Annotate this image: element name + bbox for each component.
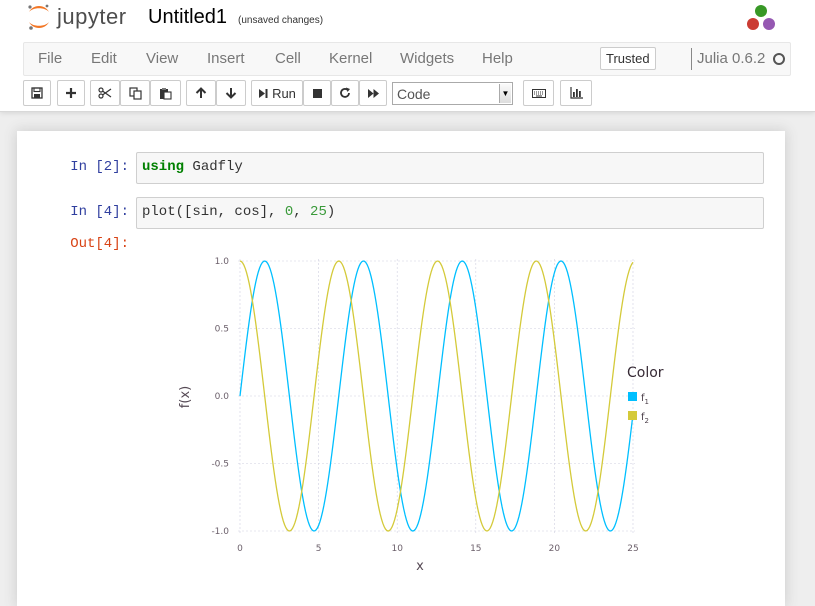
y-tick-label: 0.0 (215, 392, 230, 402)
run-button[interactable]: Run (251, 80, 303, 106)
legend-title: Color (627, 365, 664, 381)
notebook-container: In [2]: using Gadfly In [4]: plot([sin, … (17, 131, 785, 606)
x-tick-label: 5 (316, 544, 322, 554)
x-tick-label: 15 (470, 544, 481, 554)
code-text: , (293, 204, 311, 220)
code-text: plot([sin, cos], (142, 204, 285, 220)
insert-cell-button[interactable] (57, 80, 85, 106)
restart-button[interactable] (331, 80, 359, 106)
gadfly-plot: 0 5 10 15 20 25 1.0 0.5 0.0 -0.5 -1.0 x f(x) Color… (178, 257, 664, 574)
kernel-divider (691, 48, 692, 70)
fast-forward-icon (367, 88, 379, 98)
y-tick-label: 0.5 (215, 325, 229, 335)
trusted-badge[interactable]: Trusted (600, 47, 656, 70)
move-up-button[interactable] (186, 80, 216, 106)
plot-grid (238, 259, 635, 533)
copy-button[interactable] (120, 80, 150, 106)
cell-1-prompt: In [2]: (70, 159, 129, 175)
menu-kernel[interactable]: Kernel (329, 50, 373, 67)
plus-icon (66, 88, 76, 98)
arrow-down-icon (225, 88, 237, 99)
save-icon (31, 87, 43, 99)
legend: Color f1 f2 (627, 365, 664, 425)
julia-kernel-logo (747, 5, 775, 30)
y-axis-label: f(x) (178, 386, 193, 408)
y-tick-label: -1.0 (211, 527, 229, 537)
refresh-icon (340, 87, 350, 98)
menu-file[interactable]: File (38, 50, 63, 67)
cell-1-input[interactable]: using Gadfly (136, 152, 764, 184)
save-button[interactable] (23, 80, 51, 106)
menu-cell[interactable]: Cell (275, 50, 301, 67)
legend-swatch-f1 (628, 392, 637, 401)
stop-icon (312, 88, 322, 98)
move-down-button[interactable] (216, 80, 246, 106)
code-keyword: using (142, 159, 185, 175)
x-tick-label: 25 (627, 544, 638, 554)
menubar: File Edit View Insert Cell Kernel Widget… (23, 42, 791, 76)
y-tick-label: -0.5 (211, 460, 229, 470)
cell-2-prompt: In [4]: (70, 204, 129, 220)
keyboard-icon (531, 88, 546, 98)
chevron-down-icon: ▼ (499, 84, 511, 103)
cell-2-input[interactable]: plot([sin, cos], 0, 25) (136, 197, 764, 229)
command-palette-button[interactable] (523, 80, 554, 106)
code-number: 25 (310, 204, 327, 220)
cut-icon (98, 87, 112, 99)
interrupt-button[interactable] (303, 80, 331, 106)
kernel-idle-indicator (773, 53, 785, 65)
cut-button[interactable] (90, 80, 120, 106)
celltoolbar-button[interactable] (560, 80, 592, 106)
menu-widgets[interactable]: Widgets (400, 50, 455, 67)
copy-icon (128, 86, 142, 100)
cell-type-value: Code (397, 86, 431, 102)
restart-run-all-button[interactable] (359, 80, 387, 106)
series-line-f2 (239, 260, 634, 532)
notebook-header: jupyter Untitled1 (unsaved changes) File… (0, 0, 815, 112)
x-tick-label: 20 (549, 544, 561, 554)
step-forward-icon (259, 88, 268, 98)
kernel-name[interactable]: Julia 0.6.2 (697, 50, 766, 67)
arrow-up-icon (195, 87, 207, 98)
x-tick-label: 10 (391, 544, 403, 554)
jupyter-brand-text: jupyter (57, 4, 127, 29)
paste-button[interactable] (150, 80, 181, 106)
code-text: Gadfly (184, 159, 243, 175)
legend-label-f2: f2 (641, 412, 649, 425)
menu-help[interactable]: Help (482, 50, 513, 67)
bar-chart-icon (569, 87, 583, 99)
output-prompt: Out[4]: (70, 236, 129, 252)
plot-ticks: 0 5 10 15 20 25 1.0 0.5 0.0 -0.5 -1.0 (211, 257, 638, 554)
cell-type-select[interactable]: Code ▼ (392, 82, 513, 105)
series-line-f1 (239, 260, 634, 532)
x-tick-label: 0 (237, 544, 243, 554)
legend-swatch-f2 (628, 411, 637, 420)
plot-series (239, 260, 634, 532)
code-text: ) (326, 204, 336, 220)
y-tick-label: 1.0 (215, 257, 230, 267)
menu-insert[interactable]: Insert (207, 50, 245, 67)
menu-edit[interactable]: Edit (91, 50, 117, 67)
jupyter-logo[interactable] (27, 3, 51, 31)
paste-icon (160, 87, 172, 100)
notebook-title[interactable]: Untitled1 (148, 6, 227, 28)
legend-label-f1: f1 (641, 393, 649, 406)
x-axis-label: x (416, 559, 424, 574)
menu-view[interactable]: View (146, 50, 179, 67)
save-status: (unsaved changes) (238, 15, 324, 26)
run-label: Run (272, 85, 296, 101)
code-number: 0 (284, 204, 294, 220)
